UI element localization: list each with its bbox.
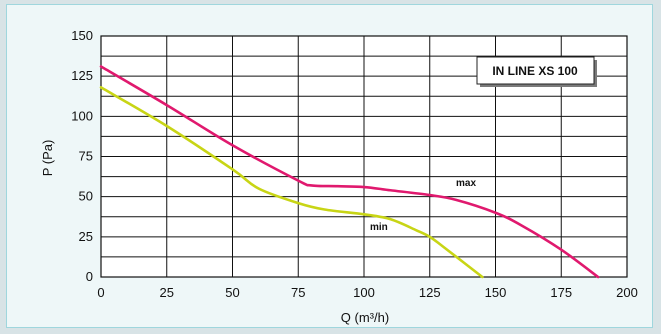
series-lines: [99, 65, 600, 279]
y-tick-label: 0: [86, 269, 93, 284]
model-label: IN LINE XS 100: [492, 64, 578, 78]
y-tick-label: 125: [71, 68, 93, 83]
x-tick-label: 25: [160, 285, 174, 300]
x-tick-label: 150: [485, 285, 507, 300]
series-line-max: [99, 65, 600, 279]
y-tick-label: 25: [79, 229, 93, 244]
x-axis-title: Q (m³/h): [341, 310, 389, 325]
x-tick-label: 50: [225, 285, 239, 300]
plot-border: [100, 35, 628, 278]
y-tick-label: 75: [79, 149, 93, 164]
y-axis-title: P (Pa): [40, 140, 55, 177]
series-line-min: [99, 86, 484, 279]
y-tick-label: 50: [79, 189, 93, 204]
x-tick-label: 125: [419, 285, 441, 300]
tick-labels: 0 25 50 75 100 125 150 175 200 0 25 50 75 100 125 150: [71, 28, 638, 300]
x-tick-label: 0: [97, 285, 104, 300]
x-tick-label: 75: [291, 285, 305, 300]
x-tick-label: 175: [550, 285, 572, 300]
model-annotation: IN LINE XS 100: [476, 56, 597, 87]
x-tick-label: 200: [616, 285, 638, 300]
y-tick-label: 150: [71, 28, 93, 43]
y-tick-label: 100: [71, 108, 93, 123]
x-tick-label: 100: [353, 285, 375, 300]
series-label-min: min: [370, 222, 388, 233]
series-label-max: max: [456, 178, 476, 189]
